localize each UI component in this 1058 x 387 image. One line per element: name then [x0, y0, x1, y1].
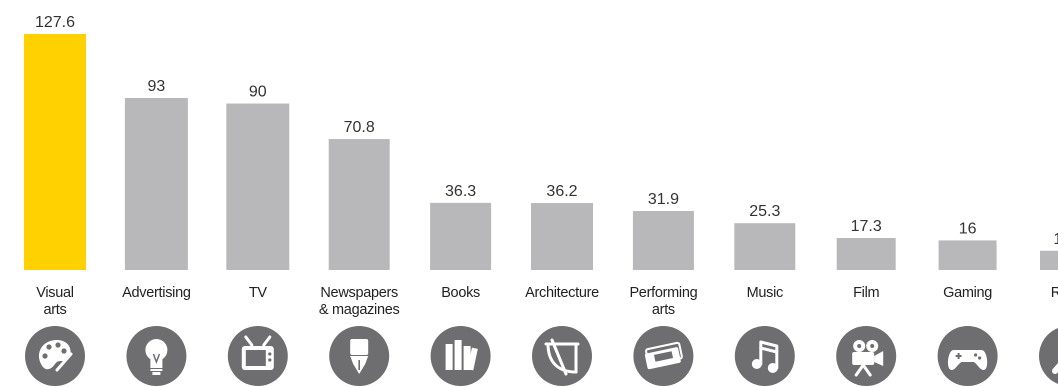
value-label-newspapers-and-magazines: 70.8	[344, 119, 375, 136]
category-label-line: arts	[44, 302, 67, 318]
value-label-architecture: 36.2	[546, 183, 577, 200]
category-label-line: TV	[249, 285, 268, 301]
category-label-newspapers-and-magazines: Newspapers & magazines	[319, 285, 400, 318]
category-label-books: Books	[441, 285, 480, 301]
music-notes-icon	[734, 326, 795, 386]
value-label-radio: 10.4	[1053, 231, 1058, 248]
television-icon	[227, 326, 288, 386]
books-icon	[430, 326, 491, 386]
bar-architecture	[531, 203, 593, 270]
category-label-performing-arts: Performing arts	[629, 285, 697, 318]
category-label-music: Music	[747, 285, 783, 301]
value-label-film: 17.3	[851, 218, 882, 235]
icon-background	[532, 326, 592, 386]
architecture-icon	[532, 326, 592, 386]
value-label-performing-arts: 31.9	[648, 191, 679, 208]
pen-nib-icon	[329, 326, 390, 386]
category-label-line: Music	[747, 285, 783, 301]
bar-radio	[1040, 250, 1058, 270]
icon-background	[734, 326, 795, 386]
category-label-line: Architecture	[525, 285, 599, 301]
bar-music	[734, 223, 796, 270]
category-label-line: Radio	[1051, 285, 1058, 301]
value-label-advertising: 93	[148, 78, 166, 95]
bar-newspapers-and-magazines	[328, 139, 390, 270]
value-label-books: 36.3	[445, 183, 476, 200]
category-label-tv: TV	[249, 285, 268, 301]
bar-advertising	[124, 97, 188, 270]
category-label-line: Gaming	[943, 285, 992, 301]
film-camera-icon	[836, 326, 897, 386]
bar-visual-arts	[24, 34, 86, 270]
category-label-line: Advertising	[122, 285, 191, 301]
category-label-architecture: Architecture	[525, 285, 599, 301]
category-label-line: Performing	[629, 285, 697, 301]
category-label-visual-arts: Visual arts	[36, 285, 74, 318]
value-label-music: 25.3	[749, 203, 780, 220]
value-label-tv: 90	[249, 84, 267, 101]
bar-books	[430, 202, 492, 270]
bar-performing-arts	[632, 211, 694, 270]
value-label-gaming: 16	[959, 220, 977, 237]
ticket-icon	[633, 326, 694, 386]
category-label-line: arts	[652, 302, 675, 318]
category-label-line: Books	[441, 285, 480, 301]
category-label-line: & magazines	[319, 302, 400, 318]
microphone-icon	[1039, 328, 1058, 384]
value-label-visual-arts: 127.6	[35, 14, 75, 31]
bar-film	[836, 238, 896, 270]
category-label-line: Film	[853, 285, 879, 301]
lightbulb-icon	[126, 326, 187, 386]
category-label-radio: Radio	[1051, 285, 1058, 301]
category-label-film: Film	[853, 285, 879, 301]
palette-icon	[25, 326, 85, 386]
value-labels-group: 127.6 93 90 70.8 36.3 36.2 31.9 25.3 17.3 16 10.4	[35, 14, 1058, 248]
category-label-line: Visual	[36, 285, 74, 301]
category-label-advertising: Advertising	[122, 285, 191, 301]
bars-group	[24, 34, 1058, 270]
category-label-gaming: Gaming	[943, 285, 992, 301]
gamepad-icon	[937, 326, 998, 386]
category-label-line: Newspapers	[320, 285, 398, 301]
bar-gaming	[938, 240, 997, 270]
category-icons-group	[25, 326, 1058, 386]
bar-tv	[226, 103, 290, 270]
icon-background	[1039, 328, 1058, 384]
